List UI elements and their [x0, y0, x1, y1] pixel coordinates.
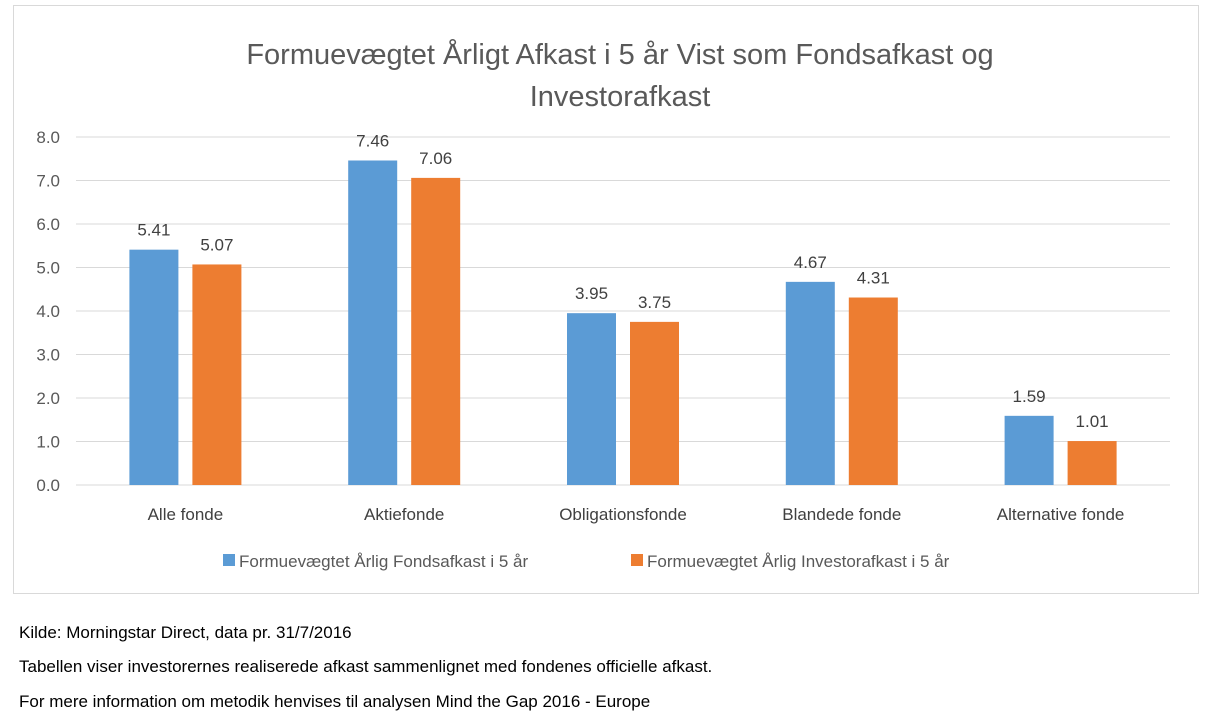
y-tick-label: 8.0 [36, 128, 60, 147]
y-tick-label: 1.0 [36, 433, 60, 452]
data-label: 1.01 [1076, 412, 1109, 431]
x-axis-categories: Alle fonde Aktiefonde Obligationsfonde Blan… [148, 505, 1125, 524]
chart-title-line-1: Formuevægtet Årligt Afkast i 5 år Vist s… [246, 38, 993, 71]
data-label: 3.95 [575, 284, 608, 303]
bar [1004, 415, 1054, 485]
y-axis-ticks: 0.0 1.0 2.0 3.0 4.0 5.0 6.0 7.0 8.0 [36, 128, 60, 495]
more-info-note: For mere information om metodik henvises… [19, 692, 651, 711]
bar [630, 321, 679, 485]
category-label: Alle fonde [148, 505, 224, 524]
bar [129, 249, 179, 485]
bar-chart: Formuevægtet Årligt Afkast i 5 år Vist s… [36, 38, 1170, 571]
data-label: 4.67 [794, 253, 827, 272]
chart-frame: Formuevægtet Årligt Afkast i 5 år Vist s… [13, 5, 1199, 594]
source-note: Kilde: Morningstar Direct, data pr. 31/7… [19, 623, 352, 642]
category-label: Blandede fonde [782, 505, 901, 524]
bar [1067, 441, 1117, 485]
y-tick-label: 4.0 [36, 302, 60, 321]
y-tick-label: 5.0 [36, 259, 60, 278]
data-label: 5.07 [200, 235, 233, 254]
category-label: Aktiefonde [364, 505, 444, 524]
legend-swatch [631, 554, 643, 566]
data-label: 5.41 [137, 221, 170, 240]
legend: Formuevægtet Årlig Fondsafkast i 5 år For… [223, 552, 950, 571]
y-tick-label: 7.0 [36, 172, 60, 191]
legend-label: Formuevægtet Årlig Investorafkast i 5 år [647, 552, 950, 571]
data-label: 7.46 [356, 131, 389, 150]
y-tick-label: 2.0 [36, 389, 60, 408]
legend-swatch [223, 554, 235, 566]
legend-label: Formuevægtet Årlig Fondsafkast i 5 år [239, 552, 528, 571]
bar [567, 313, 616, 485]
data-label: 1.59 [1013, 387, 1046, 406]
chart-title-line-2: Investorafkast [530, 81, 711, 113]
y-tick-label: 6.0 [36, 215, 60, 234]
bar [785, 281, 835, 485]
bars [129, 160, 1117, 486]
bar [348, 160, 398, 486]
data-labels: 5.41 5.07 7.46 7.06 3.95 3.75 4.67 4.31 1.59 1.01 [137, 131, 1108, 431]
data-label: 7.06 [419, 149, 452, 168]
y-tick-label: 3.0 [36, 346, 60, 365]
bar [848, 297, 898, 485]
chart-title: Formuevægtet Årligt Afkast i 5 år Vist s… [246, 38, 993, 113]
category-label: Alternative fonde [997, 505, 1125, 524]
y-tick-label: 0.0 [36, 476, 60, 495]
category-label: Obligationsfonde [559, 505, 687, 524]
gridlines [76, 136, 1170, 486]
data-label: 4.31 [857, 269, 890, 288]
bar [192, 264, 242, 485]
description-note: Tabellen viser investorernes realiserede… [19, 657, 713, 676]
bar [411, 177, 461, 485]
data-label: 3.75 [638, 293, 671, 312]
